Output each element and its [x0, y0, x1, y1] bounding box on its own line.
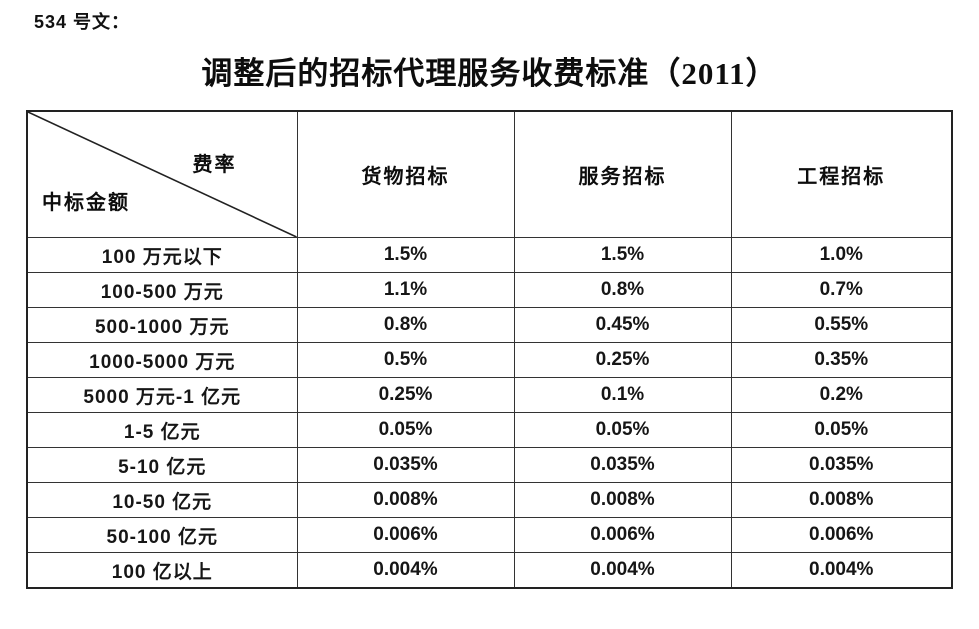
row-label-cell: 500-1000 万元	[26, 307, 298, 343]
table-row: 10-50 亿元 0.008% 0.008% 0.008%	[26, 482, 953, 518]
row-label-cell: 1-5 亿元	[26, 412, 298, 448]
document-title: 调整后的招标代理服务收费标准（2011）	[201, 56, 778, 91]
rate-cell: 0.035%	[296, 447, 515, 483]
rate-cell: 0.006%	[730, 517, 953, 553]
col-header-goods: 货物招标	[296, 110, 515, 238]
col-header-engineering: 工程招标	[730, 110, 953, 238]
rate-cell: 0.035%	[730, 447, 953, 483]
rate-cell: 0.004%	[513, 552, 732, 589]
rate-cell: 0.8%	[296, 307, 515, 343]
rate-cell: 0.55%	[730, 307, 953, 343]
rate-cell: 0.004%	[730, 552, 953, 589]
rate-cell: 0.7%	[730, 272, 953, 308]
rate-cell: 0.5%	[296, 342, 515, 378]
row-label-cell: 50-100 亿元	[26, 517, 298, 553]
table-row: 500-1000 万元 0.8% 0.45% 0.55%	[26, 307, 953, 343]
corner-cell: 费率 中标金额	[26, 110, 298, 238]
rate-cell: 0.006%	[513, 517, 732, 553]
rate-cell: 0.1%	[513, 377, 732, 413]
rate-cell: 1.0%	[730, 237, 953, 273]
table-row: 100-500 万元 1.1% 0.8% 0.7%	[26, 272, 953, 308]
rate-cell: 0.05%	[730, 412, 953, 448]
row-label-cell: 10-50 亿元	[26, 482, 298, 518]
header-row: 费率 中标金额 货物招标 服务招标 工程招标	[26, 110, 953, 238]
rate-cell: 0.008%	[513, 482, 732, 518]
rate-cell: 0.006%	[296, 517, 515, 553]
table-row: 50-100 亿元 0.006% 0.006% 0.006%	[26, 517, 953, 553]
rate-cell: 0.008%	[730, 482, 953, 518]
rate-cell: 1.5%	[513, 237, 732, 273]
table-row: 100 亿以上 0.004% 0.004% 0.004%	[26, 552, 953, 589]
rate-cell: 0.2%	[730, 377, 953, 413]
table-row: 5000 万元-1 亿元 0.25% 0.1% 0.2%	[26, 377, 953, 413]
table-row: 100 万元以下 1.5% 1.5% 1.0%	[26, 237, 953, 273]
rate-cell: 0.008%	[296, 482, 515, 518]
row-label-cell: 5-10 亿元	[26, 447, 298, 483]
diagonal-divider-line	[28, 112, 297, 237]
rate-cell: 0.35%	[730, 342, 953, 378]
rate-cell: 0.45%	[513, 307, 732, 343]
row-label-cell: 1000-5000 万元	[26, 342, 298, 378]
corner-label-rate: 费率	[192, 154, 237, 176]
row-label-cell: 100 万元以下	[26, 237, 298, 273]
row-label-cell: 100 亿以上	[26, 552, 298, 589]
rate-cell: 0.25%	[296, 377, 515, 413]
row-label-cell: 5000 万元-1 亿元	[26, 377, 298, 413]
rate-cell: 0.004%	[296, 552, 515, 589]
table-row: 1000-5000 万元 0.5% 0.25% 0.35%	[26, 342, 953, 378]
rate-cell: 0.05%	[296, 412, 515, 448]
col-header-service: 服务招标	[513, 110, 732, 238]
rate-cell: 0.25%	[513, 342, 732, 378]
row-label-cell: 100-500 万元	[26, 272, 298, 308]
fee-rate-table: 费率 中标金额 货物招标 服务招标 工程招标 100 万元以下 1.5% 1.5…	[26, 110, 953, 589]
corner-label-amount: 中标金额	[42, 192, 130, 214]
rate-cell: 1.1%	[296, 272, 515, 308]
rate-cell: 0.05%	[513, 412, 732, 448]
table-row: 1-5 亿元 0.05% 0.05% 0.05%	[26, 412, 953, 448]
rate-cell: 0.035%	[513, 447, 732, 483]
rate-cell: 1.5%	[296, 237, 515, 273]
table-row: 5-10 亿元 0.035% 0.035% 0.035%	[26, 447, 953, 483]
doc-number-label: 534 号文：	[34, 12, 131, 32]
rate-cell: 0.8%	[513, 272, 732, 308]
